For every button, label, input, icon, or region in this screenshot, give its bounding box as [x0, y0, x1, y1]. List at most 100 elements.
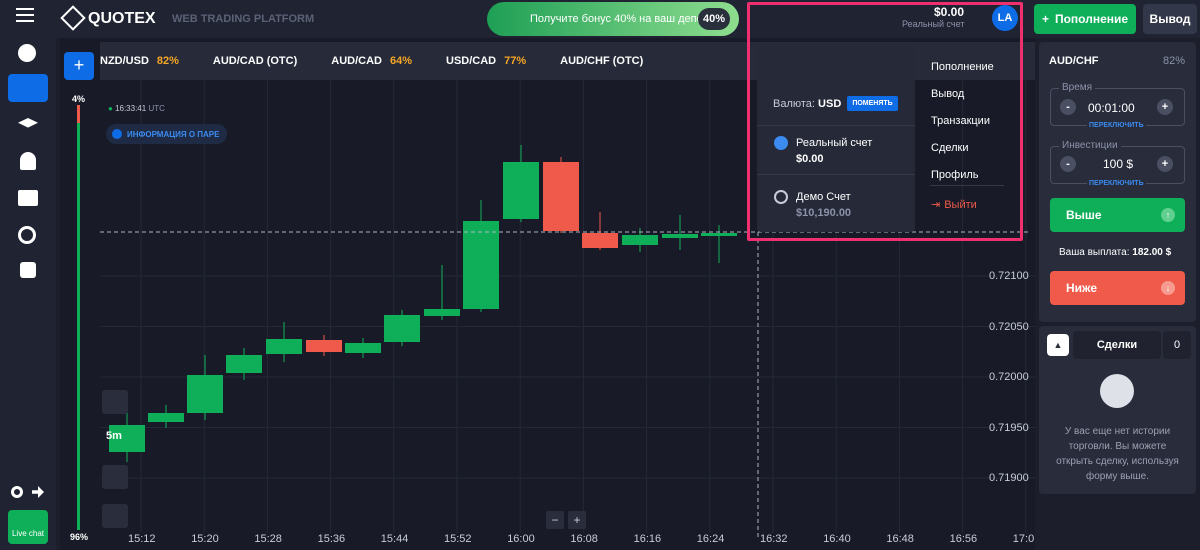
highlight-frame [747, 2, 1023, 241]
settings-icon[interactable] [11, 486, 23, 498]
menu-icon[interactable] [16, 8, 34, 22]
ticker-pair: AUD/CHF (OTC) [560, 55, 644, 67]
down-label: Ниже [1066, 281, 1098, 295]
menu-item[interactable]: Пополнение [931, 61, 994, 73]
withdraw-button[interactable]: Вывод [1143, 4, 1197, 34]
ticker[interactable]: AUD/CAD (OTC) [213, 55, 297, 67]
payout-value: 182.00 $ [1132, 247, 1172, 258]
balance[interactable]: $0.00 [934, 5, 965, 19]
trades-toggle[interactable]: ▲ [1047, 334, 1069, 356]
market-icon[interactable] [18, 190, 38, 206]
ticker-pair: USD/CAD [446, 55, 497, 67]
time-switch[interactable]: ПЕРЕКЛЮЧИТЬ [1087, 122, 1146, 129]
chart-type-tool[interactable] [102, 465, 128, 489]
price-label: 0.71900 [989, 472, 1029, 484]
time-label: 17:0 [1012, 533, 1035, 545]
candle-body [701, 233, 737, 236]
clock-tz: UTC [148, 104, 165, 113]
time-plus[interactable]: + [1157, 99, 1173, 115]
up-label: Выше [1066, 208, 1102, 222]
sentiment-top: 4% [72, 94, 86, 104]
candle-body [187, 375, 223, 413]
logo[interactable]: QUOTEX [88, 10, 156, 27]
time-label: 16:00 [507, 533, 535, 545]
sidebar: Live chat [0, 38, 56, 550]
time-label: 16:56 [949, 533, 978, 545]
down-button[interactable]: Ниже ↓ [1050, 271, 1185, 305]
currency-label: Валюта: [773, 98, 815, 110]
menu-item[interactable]: Профиль [931, 169, 979, 181]
logout[interactable]: ⇥ Выйти [931, 199, 977, 211]
profile-icon[interactable] [20, 152, 36, 170]
price-label: 0.72000 [989, 371, 1029, 383]
account-selected[interactable] [774, 136, 788, 150]
time-minus[interactable]: - [1060, 99, 1076, 115]
sentiment-up [77, 105, 80, 530]
ticker[interactable]: AUD/CHF (OTC) [560, 55, 643, 67]
indicator-tool[interactable] [102, 504, 128, 528]
account-unselected[interactable] [774, 190, 788, 204]
up-button[interactable]: Выше ↑ [1050, 198, 1185, 232]
invest-plus[interactable]: + [1157, 156, 1173, 172]
candle-body [266, 339, 302, 354]
tournaments-icon[interactable] [20, 262, 36, 278]
time-label: 15:12 [128, 533, 156, 545]
live-chat[interactable]: Live chat [8, 510, 48, 544]
invest-minus[interactable]: - [1060, 156, 1076, 172]
ticker-payout: 82% [156, 55, 179, 67]
account-card: Валюта: USD ПОМЕНЯТЬ Реальный счет $0.00… [757, 46, 915, 232]
trade-panel: AUD/CHF 82% Время - 00:01:00 + ПЕРЕКЛЮЧИ… [1039, 42, 1196, 322]
candle-body [463, 221, 499, 309]
payout-row: Ваша выплата: 182.00 $ [1059, 247, 1171, 258]
pair-info-label: ИНФОРМАЦИЯ О ПАРЕ [127, 129, 220, 139]
help-icon[interactable] [18, 44, 36, 62]
ticker-payout: 64% [389, 55, 413, 67]
deposit-button[interactable]: + Пополнение [1034, 4, 1136, 34]
menu-item[interactable]: Транзакции [931, 115, 990, 127]
logout-icon[interactable] [32, 486, 44, 498]
education-icon[interactable] [18, 118, 38, 128]
pair-info[interactable]: ИНФОРМАЦИЯ О ПАРЕ [106, 124, 228, 144]
bonus-banner[interactable] [487, 2, 739, 36]
ticker[interactable]: NZD/USD 82% [100, 55, 179, 67]
menu-item[interactable]: Вывод [931, 88, 965, 100]
grid [100, 80, 1035, 533]
change-currency[interactable]: ПОМЕНЯТЬ [847, 96, 898, 111]
candle-body [384, 315, 420, 342]
zoom-in[interactable] [568, 511, 586, 529]
ticker-payout: 77% [504, 55, 527, 67]
candle-body [582, 233, 618, 248]
zoom-out-icon: − [551, 513, 558, 527]
zoom-out[interactable] [546, 511, 564, 529]
account-name: Реальный счет [796, 137, 873, 149]
trade-payout: 82% [1163, 55, 1186, 67]
timeframe[interactable]: 5m [106, 430, 122, 442]
account-name: Демо Счет [796, 191, 851, 203]
time-label: 16:48 [886, 533, 914, 545]
menu-item[interactable]: Сделки [931, 142, 969, 154]
ticker[interactable]: AUD/CAD 64% [331, 55, 412, 67]
price-label: 0.72050 [989, 320, 1029, 333]
ticker[interactable]: USD/CAD 77% [446, 55, 526, 67]
ticker-pair: NZD/USD [100, 55, 149, 67]
draw-tool[interactable] [102, 390, 128, 414]
add-chart-button[interactable] [64, 52, 94, 80]
tagline: WEB TRADING PLATFORM [172, 13, 315, 25]
add-icon: + [74, 55, 85, 75]
candle-body [503, 162, 539, 219]
avatar[interactable]: LA [992, 5, 1018, 31]
signals-icon[interactable] [18, 226, 36, 244]
trades-title[interactable]: Сделки [1073, 331, 1161, 359]
candle-body [622, 235, 658, 245]
empty-icon [1100, 374, 1134, 408]
account-menu: Пополнение Вывод Транзакции Сделки Профиль [931, 54, 994, 189]
empty-text: У вас еще нет истории торговли. Вы может… [1056, 426, 1179, 482]
divider [930, 185, 1004, 186]
invest-switch[interactable]: ПЕРЕКЛЮЧИТЬ [1087, 180, 1146, 187]
candle-body [109, 425, 145, 452]
time-value: 00:01:00 [1088, 101, 1135, 115]
chart-icon[interactable] [8, 74, 48, 102]
time-label: 16:24 [696, 533, 725, 545]
currency-row: Валюта: USD [773, 98, 841, 110]
